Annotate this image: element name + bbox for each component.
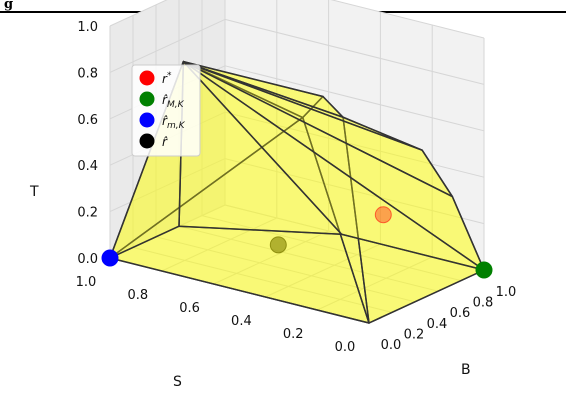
grid-line bbox=[330, 0, 485, 39]
y-tick-label: 0.6 bbox=[179, 301, 200, 316]
y-tick-label: 0.0 bbox=[335, 340, 356, 355]
x-tick-label: 0.0 bbox=[381, 338, 402, 353]
data-point bbox=[475, 261, 493, 279]
tick-labels: 0.00.20.40.60.81.00.00.20.40.60.81.00.00… bbox=[76, 20, 517, 355]
grid-line bbox=[224, 18, 485, 85]
legend-marker bbox=[139, 112, 155, 128]
legend-marker bbox=[139, 91, 155, 107]
y-tick-label: 0.4 bbox=[231, 314, 252, 329]
grid-line bbox=[224, 111, 485, 178]
y-tick-label: 1.0 bbox=[76, 275, 97, 290]
grid-line bbox=[224, 158, 485, 225]
z-tick-label: 1.0 bbox=[77, 20, 98, 35]
x-tick-label: 1.0 bbox=[496, 285, 517, 300]
grid-line bbox=[316, 256, 433, 311]
z-tick-label: 0.4 bbox=[77, 159, 98, 174]
legend: r*r̂M,Kr̂m,Kr̂ bbox=[131, 64, 201, 157]
y-axis-label: S bbox=[173, 374, 182, 390]
x-tick-label: 0.6 bbox=[450, 306, 471, 321]
x-tick-label: 0.2 bbox=[404, 327, 425, 342]
grid-line bbox=[213, 230, 329, 285]
data-point bbox=[269, 236, 287, 254]
grid-line bbox=[109, 158, 226, 213]
z-tick-label: 0.8 bbox=[77, 66, 98, 81]
grid-line bbox=[265, 243, 381, 298]
data-points bbox=[101, 206, 493, 279]
z-tick-label: 0.2 bbox=[77, 206, 98, 221]
grid-line bbox=[155, 236, 416, 303]
x-tick-label: 0.8 bbox=[473, 296, 494, 311]
back-right-pane bbox=[225, 0, 484, 270]
grid-line bbox=[109, 18, 226, 73]
data-point bbox=[374, 206, 392, 224]
floor-pane bbox=[110, 205, 484, 323]
data-point bbox=[101, 249, 119, 267]
z-axis-label: T bbox=[29, 184, 39, 200]
legend-label: r* bbox=[162, 71, 172, 86]
legend-marker bbox=[139, 70, 155, 86]
z-tick-label: 0.0 bbox=[77, 252, 98, 267]
polytope bbox=[109, 60, 485, 324]
x-axis-label: B bbox=[461, 362, 471, 378]
grid-line bbox=[161, 217, 278, 272]
y-tick-label: 0.2 bbox=[283, 327, 304, 342]
grid-line bbox=[132, 246, 393, 313]
grid-line bbox=[201, 215, 462, 282]
x-tick-label: 0.4 bbox=[427, 317, 448, 332]
legend-box bbox=[131, 64, 201, 157]
y-tick-label: 0.8 bbox=[127, 288, 148, 303]
z-tick-label: 0.6 bbox=[77, 113, 98, 128]
grid-line bbox=[109, 0, 168, 27]
grid-line bbox=[178, 225, 439, 292]
grid-line bbox=[224, 65, 485, 132]
legend-marker bbox=[139, 133, 155, 149]
partial-heading-text: g bbox=[4, 0, 14, 12]
legend-label: r̂ bbox=[162, 135, 168, 149]
